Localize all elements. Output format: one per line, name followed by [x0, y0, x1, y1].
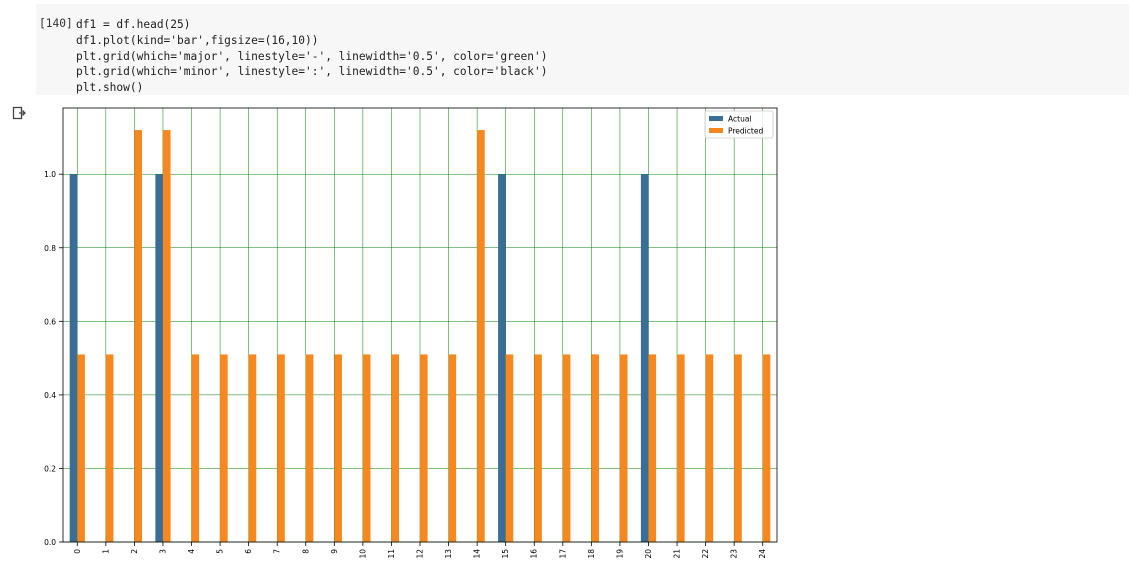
x-tick-label: 8	[301, 549, 310, 554]
bar-predicted	[677, 354, 685, 542]
x-tick-label: 23	[730, 549, 739, 559]
x-tick-label: 1	[101, 549, 110, 554]
bar-predicted	[449, 354, 457, 542]
x-tick-label: 0	[73, 549, 82, 554]
bar-predicted	[334, 354, 342, 542]
y-tick-labels: 0.0 0.2 0.4 0.6 0.8 1.0	[44, 170, 56, 547]
y-tick-label: 1.0	[44, 170, 56, 179]
y-tick-label: 0.0	[44, 538, 56, 547]
x-tick-label: 17	[558, 549, 567, 559]
bar-predicted	[420, 354, 428, 542]
bar-actual	[155, 174, 163, 542]
x-tick-label: 11	[387, 549, 396, 559]
x-tick-label: 13	[444, 549, 453, 559]
x-tick-label: 6	[244, 549, 253, 554]
bar-actual	[641, 174, 649, 542]
x-tick-label: 15	[501, 549, 510, 559]
legend: Actual Predicted	[705, 111, 773, 138]
y-tick-label: 0.4	[44, 391, 56, 400]
bar-predicted	[391, 354, 399, 542]
legend-label: Predicted	[728, 127, 763, 136]
x-tick-label: 19	[615, 549, 624, 559]
bar-predicted	[763, 354, 771, 542]
legend-swatch	[709, 128, 723, 133]
x-tick-label: 3	[158, 549, 167, 554]
bar-predicted	[249, 354, 257, 542]
bar-predicted	[648, 354, 656, 542]
x-tick-label: 16	[530, 549, 539, 559]
bar-predicted	[506, 354, 514, 542]
bar-predicted	[563, 354, 571, 542]
x-tick-label: 12	[416, 549, 425, 559]
bar-predicted	[620, 354, 628, 542]
bar-predicted	[163, 130, 171, 542]
bar-predicted	[192, 354, 200, 542]
bar-predicted	[77, 354, 85, 542]
bar-predicted	[534, 354, 542, 542]
x-tick-label: 20	[644, 549, 653, 559]
x-tick-label: 7	[273, 549, 282, 554]
x-tick-labels: 0 1 2 3 4 5 6 7 8 9 10 11 12 13 14 15 16 17 18 19 20 21 22 23 24	[73, 549, 767, 559]
bar-actual	[70, 174, 78, 542]
bar-predicted	[106, 354, 114, 542]
x-tick-label: 22	[701, 549, 710, 559]
x-tick-label: 9	[330, 549, 339, 554]
bar-actual	[498, 174, 506, 542]
x-tick-label: 5	[216, 549, 225, 554]
legend-swatch	[709, 116, 723, 121]
x-tick-label: 14	[473, 549, 482, 559]
bar-predicted	[734, 354, 742, 542]
bar-predicted	[591, 354, 599, 542]
bar-predicted	[134, 130, 142, 542]
x-tick-label: 21	[673, 549, 682, 559]
bar-predicted	[477, 130, 485, 542]
x-tick-label: 10	[358, 549, 367, 559]
x-tick-label: 4	[187, 549, 196, 554]
bar-predicted	[306, 354, 314, 542]
x-tick-label: 18	[587, 549, 596, 559]
bar-predicted	[277, 354, 285, 542]
x-tick-label: 24	[758, 549, 767, 559]
y-tick-label: 0.2	[44, 464, 56, 473]
bar-predicted	[220, 354, 228, 542]
y-tick-label: 0.6	[44, 317, 56, 326]
y-tick-label: 0.8	[44, 244, 56, 253]
bar-predicted	[363, 354, 371, 542]
bar-predicted	[706, 354, 714, 542]
x-tick-label: 2	[130, 549, 139, 554]
legend-label: Actual	[728, 115, 752, 124]
